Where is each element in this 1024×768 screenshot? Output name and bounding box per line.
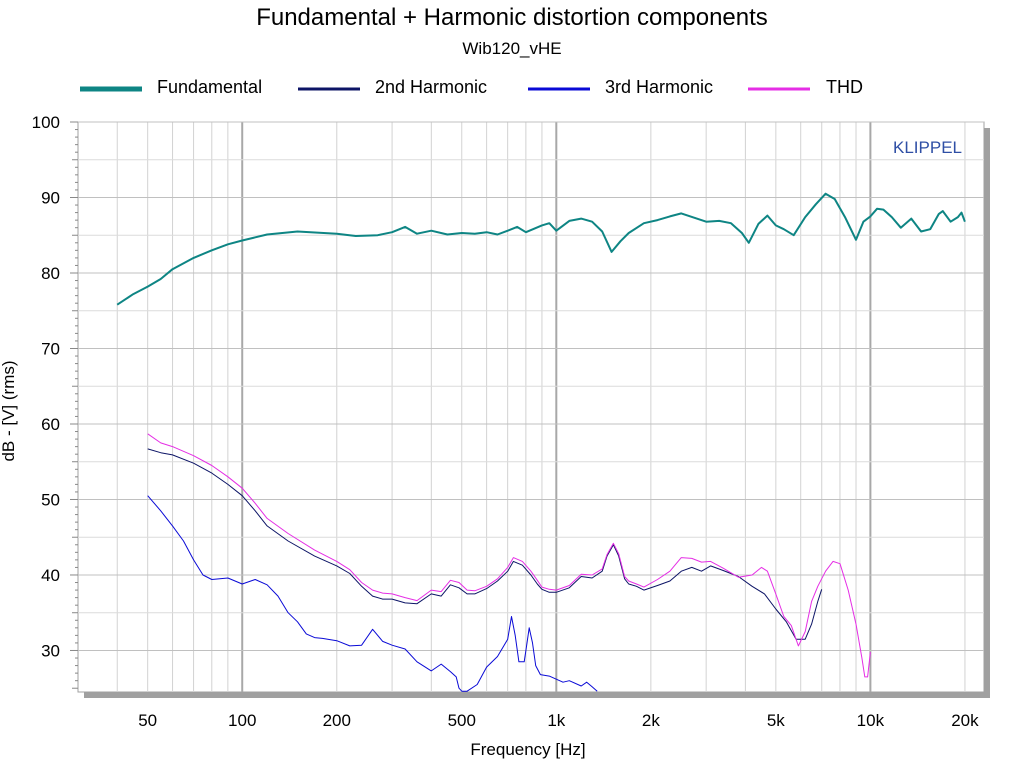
y-tick-label: 80 — [41, 264, 60, 283]
y-tick-label: 90 — [41, 188, 60, 207]
y-axis-label: dB - [V] (rms) — [0, 360, 18, 461]
legend-label-thd: THD — [826, 77, 863, 97]
x-tick-label: 20k — [951, 711, 979, 730]
y-tick-label: 50 — [41, 490, 60, 509]
x-tick-label: 100 — [228, 711, 256, 730]
y-tick-label: 30 — [41, 641, 60, 660]
x-tick-label: 1k — [547, 711, 565, 730]
plot-area — [77, 121, 985, 693]
x-tick-label: 50 — [138, 711, 157, 730]
x-axis-ticks: 50 100 200 500 1k 2k 5k 10k 20k — [138, 711, 979, 730]
watermark-klippel: KLIPPEL — [893, 138, 962, 157]
y-axis-ticks: 30 40 50 60 70 80 90 100 — [32, 113, 78, 689]
series-line-3rd-harmonic — [147, 495, 598, 692]
series-line-thd — [147, 433, 871, 678]
series-line-2nd-harmonic — [147, 448, 823, 640]
legend-label-fundamental: Fundamental — [157, 77, 262, 97]
x-tick-label: 10k — [857, 711, 885, 730]
y-tick-label: 100 — [32, 113, 60, 132]
x-tick-label: 200 — [323, 711, 351, 730]
series-group — [116, 192, 966, 692]
legend: Fundamental 2nd Harmonic 3rd Harmonic THD — [80, 77, 863, 97]
chart-subtitle: Wib120_vHE — [462, 39, 561, 58]
y-tick-label: 60 — [41, 415, 60, 434]
x-tick-label: 2k — [642, 711, 660, 730]
series-line-fundamental — [116, 192, 966, 306]
y-tick-label: 70 — [41, 339, 60, 358]
x-tick-label: 500 — [448, 711, 476, 730]
x-axis-label: Frequency [Hz] — [470, 740, 585, 759]
legend-label-2nd-harmonic: 2nd Harmonic — [375, 77, 487, 97]
grid — [78, 121, 984, 692]
y-tick-label: 40 — [41, 566, 60, 585]
legend-label-3rd-harmonic: 3rd Harmonic — [605, 77, 713, 97]
chart-title: Fundamental + Harmonic distortion compon… — [256, 4, 768, 31]
x-tick-label: 5k — [767, 711, 785, 730]
